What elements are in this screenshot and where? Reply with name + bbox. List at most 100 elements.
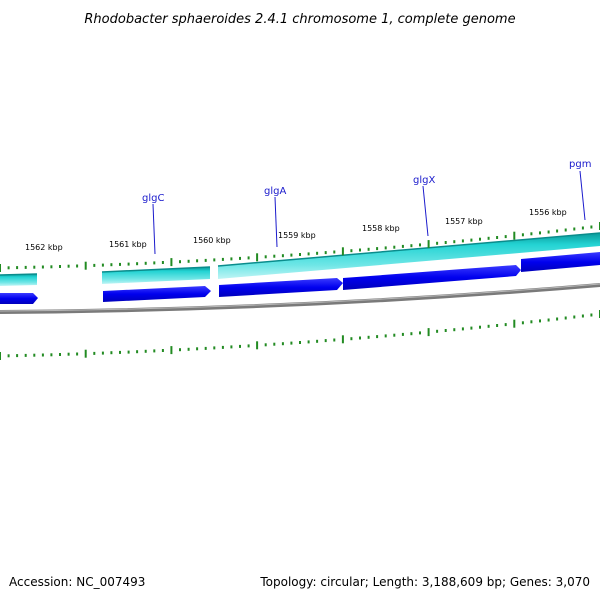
major-tick [513,231,516,240]
minor-tick [281,254,284,258]
minor-tick [110,351,113,355]
minor-tick [376,247,379,251]
minor-tick [324,339,327,343]
minor-tick [187,259,190,263]
major-tick [170,258,173,267]
minor-tick [213,258,216,262]
minor-tick [299,253,301,256]
minor-tick [16,266,19,270]
minor-tick [16,354,19,358]
minor-tick [144,349,147,353]
minor-tick [127,350,130,354]
minor-tick [384,334,387,338]
gene-block [218,233,600,279]
minor-tick [24,353,27,357]
inner-tick-ring [0,310,600,360]
kbp-label: 1559 kbp [278,231,316,240]
minor-tick [581,226,584,230]
major-tick [84,261,87,270]
minor-tick [590,313,593,317]
minor-tick [247,344,250,348]
minor-tick [264,343,267,347]
minor-tick [213,346,216,350]
minor-tick [530,232,533,236]
minor-tick [470,326,473,330]
kbp-label: 1558 kbp [362,224,400,233]
minor-tick [153,349,156,353]
minor-tick [299,341,301,344]
minor-tick [307,340,310,344]
gene-leader-line [274,196,278,248]
minor-tick [376,335,379,339]
minor-tick [359,248,361,252]
minor-tick [273,342,276,346]
minor-tick [161,349,164,352]
minor-tick [359,336,361,340]
minor-tick [521,233,524,237]
minor-tick [101,263,104,267]
accession-text: Accession: NC_007493 [9,575,145,589]
minor-tick [436,241,439,245]
minor-tick [239,344,241,348]
major-tick [427,328,430,337]
minor-tick [573,315,576,319]
minor-tick [204,346,207,350]
minor-tick [539,231,541,235]
minor-tick [144,261,147,265]
minor-tick [290,341,293,345]
minor-tick [393,245,396,249]
minor-tick [564,316,567,320]
minor-tick [333,338,336,342]
minor-tick [530,320,533,324]
minor-tick [461,327,464,331]
minor-tick [119,262,121,266]
minor-tick [453,328,456,332]
minor-tick [419,243,421,247]
minor-tick [41,265,44,269]
minor-tick [179,260,181,264]
minor-tick [136,262,139,266]
kbp-label: 1560 kbp [193,236,231,245]
kbp-label: 1556 kbp [529,208,567,217]
minor-tick [333,250,336,254]
kbp-label: 1561 kbp [109,240,147,249]
minor-tick [307,252,310,256]
minor-tick [67,352,70,356]
minor-tick [444,241,447,244]
minor-tick [564,228,567,232]
gene-label-glga: glgA [264,186,286,197]
minor-tick [556,229,559,233]
minor-tick [281,342,284,346]
minor-tick [153,261,156,265]
minor-tick [59,353,61,356]
reverse-strand-track [0,232,600,286]
major-tick [427,240,430,249]
genome-backbone-highlight [0,283,600,312]
minor-tick [547,318,550,322]
minor-tick [521,321,524,325]
minor-tick [221,257,224,261]
minor-tick [76,264,79,268]
minor-tick [67,264,70,268]
minor-tick [239,256,241,260]
major-tick [513,319,516,328]
minor-tick [76,352,79,356]
minor-tick [470,238,473,242]
minor-tick [401,244,404,248]
map-title: Rhodobacter sphaeroides 2.4.1 chromosome… [84,12,515,27]
minor-tick [196,347,199,351]
minor-tick [350,337,353,341]
gene-leader-line [579,170,586,221]
minor-tick [7,266,10,270]
forward-strand-track [0,252,600,304]
gene-leader-line [422,185,429,237]
major-tick [256,253,259,262]
minor-tick [179,348,181,352]
minor-tick [401,332,404,336]
minor-tick [556,317,559,321]
minor-tick [41,353,44,357]
kbp-label: 1562 kbp [25,243,63,252]
minor-tick [50,353,53,357]
genome-backbone [0,283,600,314]
minor-tick [247,256,250,260]
